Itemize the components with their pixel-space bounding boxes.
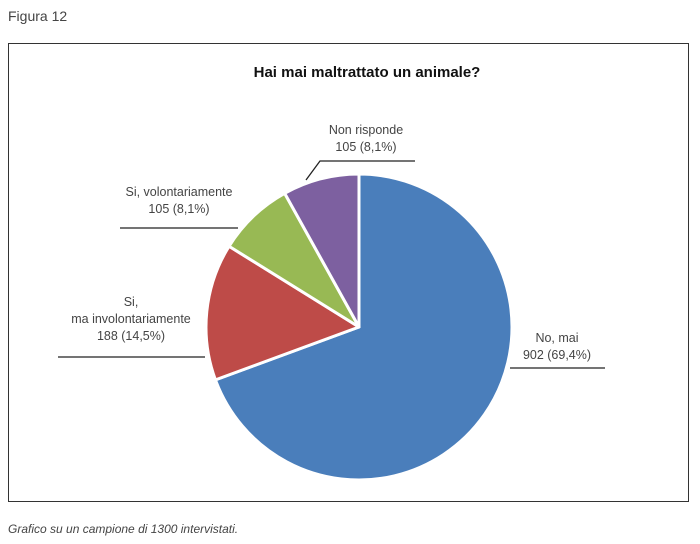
chart-title: Hai mai maltrattato un animale?: [254, 64, 481, 81]
slice-label: Si,: [124, 295, 139, 309]
slice-value-label: 188 (14,5%): [97, 329, 165, 343]
pie-slice: [213, 172, 514, 482]
slice-label: ma involontariamente: [71, 312, 191, 326]
slice-value-label: 105 (8,1%): [148, 202, 209, 216]
slice-label: No, mai: [535, 331, 578, 345]
slice-label: Si, volontariamente: [125, 185, 232, 199]
pie-slice: [283, 172, 361, 329]
slice-label: Non risponde: [329, 123, 403, 137]
slice-value-label: 902 (69,4%): [523, 348, 591, 362]
chart-frame: [8, 43, 689, 502]
figure-label: Figura 12: [8, 8, 68, 24]
slice-value-label: 105 (8,1%): [335, 140, 396, 154]
leader-line: [305, 160, 415, 181]
pie-slice: [204, 244, 361, 382]
caption: Grafico su un campione di 1300 intervist…: [8, 522, 239, 536]
